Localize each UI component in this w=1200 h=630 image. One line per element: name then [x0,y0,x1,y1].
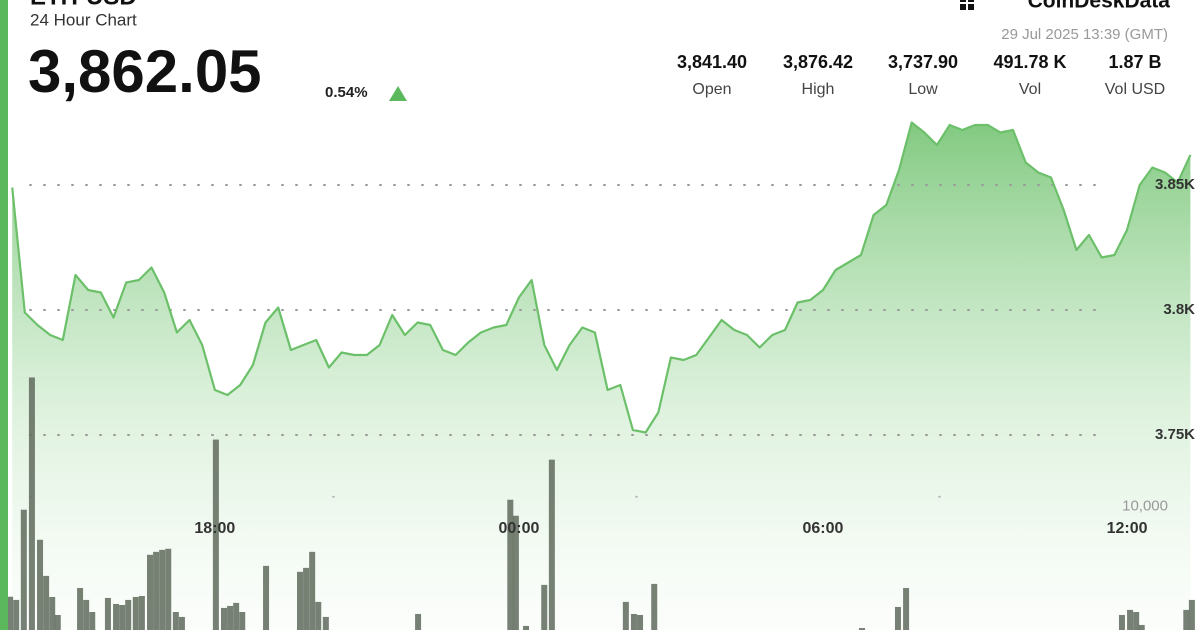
volume-bar [20,509,27,630]
y-tick-label: 3.85K [1155,176,1195,193]
brand-logo [960,0,974,10]
volume-bar [523,625,530,630]
y2-tick-label: 10,000 [1122,498,1168,515]
volume-bar [227,605,234,630]
timestamp: 29 Jul 2025 13:39 (GMT) [1001,26,1168,43]
volume-bar [28,377,35,630]
x-tick-label: 00:00 [498,520,539,537]
volume-bar [622,601,629,630]
volume-bar [138,595,145,630]
change-arrow [389,86,407,101]
x-tick-label: 12:00 [1107,520,1148,537]
stat-value: 491.78 K [993,52,1066,72]
volume-bar [1138,624,1145,630]
volume-bar [315,601,322,630]
plot-area: 3.75K 3.8K 3.85K 10,000 18:00 00:00 06:00 12:00 [7,121,1195,630]
volume-bar [125,599,132,630]
volume-bar [239,612,246,630]
volume-bar [541,584,548,630]
volume-bar [220,607,227,630]
volume-bar [178,616,185,630]
volume-bar [54,614,61,630]
volume-bar [1188,599,1195,630]
volume-bar [1118,614,1125,630]
volume-bar [49,596,56,630]
volume-bar [119,604,126,630]
brand: CoinDeskData [1028,0,1171,13]
stat-label: Low [908,81,938,98]
volume-bar [903,587,910,630]
volume-bar [132,596,139,630]
y-tick-label: 3.8K [1163,301,1195,318]
volume-bar [858,628,865,630]
title: ETH-USD [30,0,137,10]
stat-value: 3,737.90 [888,52,958,72]
y-tick-label: 3.75K [1155,426,1195,443]
volume-bar [303,567,310,630]
stat-label: Vol USD [1105,81,1165,98]
volume-bar [297,571,303,630]
stat-value: 1.87 B [1108,52,1161,72]
volume-bar [172,612,179,630]
volume-bar [507,499,514,630]
stat-value: 3,876.42 [783,52,853,72]
volume-bar [113,603,120,630]
volume-bar [83,599,90,630]
stat-label: High [802,81,835,98]
stat-label: Open [692,81,731,98]
price: 3,862.05 [28,38,262,105]
price-area [12,122,1191,630]
accent-bar [0,0,8,630]
change: 0.54% [325,84,368,101]
price-line [11,121,1192,434]
volume-bar [147,554,153,630]
volume-bar [309,551,316,630]
volume-bar [263,565,270,630]
stat-label: Vol [1019,81,1041,98]
volume-bar [1133,612,1140,630]
x-tick-label: 18:00 [194,520,235,537]
volume-bar [548,459,555,630]
volume-bar [43,575,50,630]
volume-bar [415,613,422,630]
volume-bar [1127,609,1134,630]
volume-bar [153,551,160,630]
x-tick-label: 06:00 [803,520,844,537]
volume-bar [512,515,519,630]
volume-bar [630,613,637,630]
stats: 3,841.40 Open 3,876.42 High 3,737.90 Low 491.7… [677,52,1165,98]
volume-bar [212,439,219,630]
volume-bar [159,549,166,630]
volume-bar [104,597,111,630]
subtitle: 24 Hour Chart [30,10,137,29]
volume-bar [322,616,329,630]
volume-bar [13,599,20,630]
volume-bar [894,606,901,630]
volume-bar [37,539,44,630]
volume-bar [165,548,172,630]
volume-bar [1183,609,1190,630]
volume-bar [77,587,84,630]
volume-bar [7,596,14,630]
volume-bar [651,583,658,630]
volume-bar [89,612,96,630]
volume-bar [233,602,240,630]
volume-bar [637,614,644,630]
stat-value: 3,841.40 [677,52,747,72]
